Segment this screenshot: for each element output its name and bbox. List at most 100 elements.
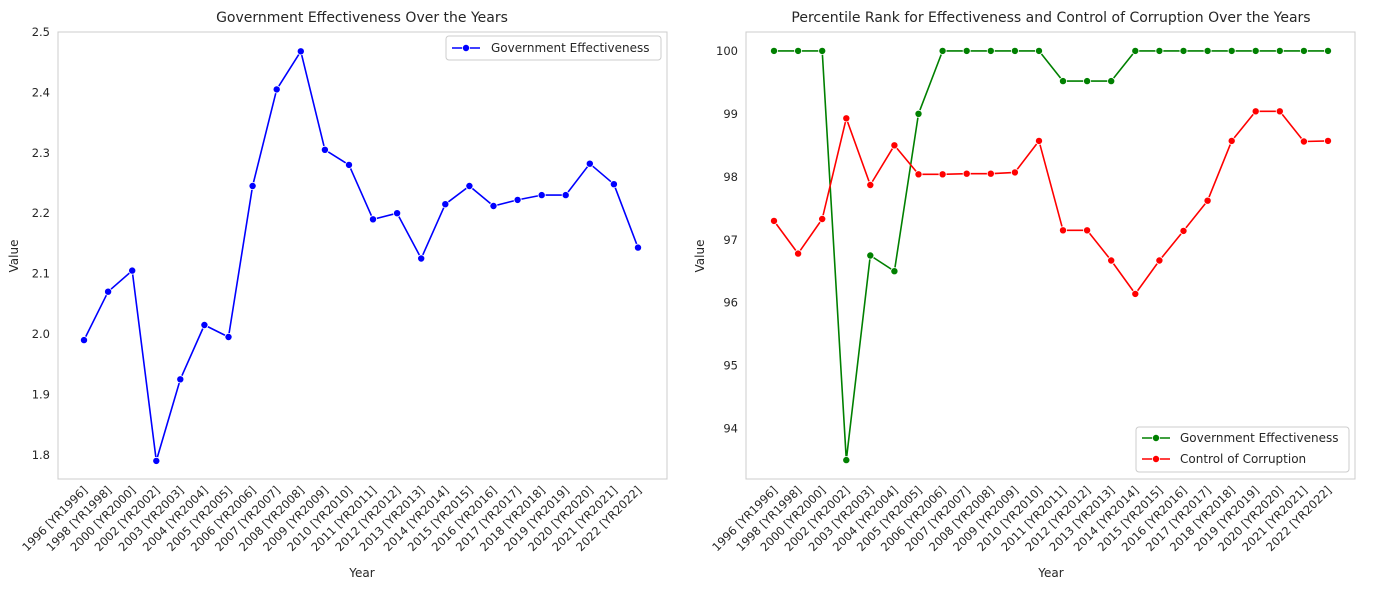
chart-right-series-1-point-2 (818, 214, 827, 223)
chart-left-legend-label-0: Government Effectiveness (491, 41, 650, 55)
chart-left-series-0-point-20 (561, 191, 570, 200)
chart-right-series-1-point-12 (1059, 226, 1068, 235)
chart-right-legend-box (1135, 426, 1350, 473)
chart-right-series-0-point-15 (1131, 46, 1140, 55)
chart-left-series-0-point-2 (128, 266, 137, 275)
chart-left-series-0-point-19 (537, 191, 546, 200)
chart-left: Government Effectiveness Over the Years … (7, 10, 668, 580)
chart-right-series-0-point-18 (1203, 46, 1212, 55)
chart-right-series-1-point-22 (1299, 137, 1308, 146)
chart-right-y-tick-4: 98 (723, 170, 738, 184)
chart-right-y-ticks: 94 95 96 97 98 99 100 (716, 44, 738, 436)
chart-right-series-0-point-5 (890, 267, 899, 276)
chart-left-series-0-line (83, 50, 639, 462)
chart-right-y-tick-6: 100 (716, 44, 738, 58)
chart-right-y-axis-label: Value (693, 240, 707, 273)
chart-right-y-tick-0: 94 (723, 422, 738, 436)
chart-left-series-0-point-18 (513, 195, 522, 204)
chart-right-series-1-point-20 (1251, 107, 1260, 116)
chart-left-series-0-point-23 (634, 243, 643, 252)
chart-right-series (770, 46, 1333, 465)
chart-right-legend-label-0: Government Effectiveness (1180, 431, 1339, 445)
chart-right-series-0-point-23 (1324, 46, 1333, 55)
chart-right-series-1-point-0 (770, 216, 779, 225)
chart-left-y-tick-3: 2.1 (32, 267, 50, 281)
chart-left-series-0-point-3 (152, 456, 161, 465)
chart-right-legend-marker-1 (1152, 454, 1161, 463)
chart-right: Percentile Rank for Effectiveness and Co… (693, 10, 1356, 580)
chart-right-plot-area (745, 31, 1356, 480)
chart-left-series-0-point-15 (441, 200, 450, 209)
chart-right-series-1-point-13 (1083, 226, 1092, 235)
chart-right-series-0-point-22 (1299, 46, 1308, 55)
chart-left-series-0-point-4 (176, 375, 185, 384)
chart-right-series-0-point-7 (938, 46, 947, 55)
chart-left-y-tick-5: 2.3 (32, 146, 50, 160)
chart-left-series-0-point-5 (200, 320, 209, 329)
chart-left-legend-marker-0 (461, 44, 470, 53)
chart-right-series-1-point-1 (794, 249, 803, 258)
chart-left-series-0-point-17 (489, 201, 498, 210)
chart-right-series-0-point-14 (1107, 77, 1116, 86)
chart-right-series-1-point-5 (890, 141, 899, 150)
chart-left-series-0-point-8 (272, 85, 281, 94)
chart-right-series-1-point-3 (842, 114, 851, 123)
chart-right-legend: Government Effectiveness Control of Corr… (1135, 426, 1350, 473)
chart-right-y-tick-2: 96 (723, 296, 738, 310)
chart-left-y-tick-4: 2.2 (32, 206, 50, 220)
chart-right-series-1-point-11 (1035, 136, 1044, 145)
chart-right-series-1-point-14 (1107, 256, 1116, 265)
chart-right-series-0-line (774, 50, 1328, 461)
chart-right-series-0-point-12 (1059, 77, 1068, 86)
chart-right-y-tick-5: 99 (723, 107, 738, 121)
chart-left-y-tick-0: 1.8 (32, 448, 50, 462)
chart-right-series-0-point-10 (1010, 46, 1019, 55)
chart-left-y-tick-1: 1.9 (32, 387, 50, 401)
chart-right-series-0-point-8 (962, 46, 971, 55)
chart-right-legend-label-1: Control of Corruption (1180, 452, 1306, 466)
chart-right-series-0-point-11 (1035, 46, 1044, 55)
chart-right-series-0-point-0 (770, 46, 779, 55)
chart-left-series-0-point-13 (393, 209, 402, 218)
chart-left-series-0-point-1 (104, 287, 113, 296)
chart-left-title: Government Effectiveness Over the Years (216, 10, 508, 26)
chart-left-series-0-point-21 (585, 159, 594, 168)
chart-left-y-ticks: 1.8 1.9 2.0 2.1 2.2 2.3 2.4 2.5 (32, 25, 50, 462)
chart-left-series-0-point-22 (609, 180, 618, 189)
chart-right-series-0-point-2 (818, 46, 827, 55)
chart-right-title: Percentile Rank for Effectiveness and Co… (791, 10, 1310, 26)
chart-left-legend: Government Effectiveness (445, 35, 662, 61)
chart-right-series-0-point-6 (914, 109, 923, 118)
chart-right-series-0-point-13 (1083, 77, 1092, 86)
chart-right-series-1-point-15 (1131, 289, 1140, 298)
chart-right-series-1-line (773, 110, 1329, 295)
chart-right-series-1-point-23 (1324, 136, 1333, 145)
chart-left-series-0-point-6 (224, 332, 233, 341)
chart-left-x-ticks: 1996 [YR1996]1998 [YR1998]2000 [YR2000]2… (19, 483, 644, 554)
chart-right-series-0-point-4 (866, 251, 875, 260)
chart-left-x-axis-label: Year (348, 566, 374, 580)
chart-left-series-0-point-14 (417, 254, 426, 263)
chart-right-series-1-point-7 (938, 170, 947, 179)
chart-left-series (80, 47, 643, 465)
chart-right-series-1-point-19 (1227, 136, 1236, 145)
chart-left-series-0-point-12 (368, 215, 377, 224)
chart-right-x-ticks: 1996 [YR1996]1998 [YR1998]2000 [YR2000]2… (709, 483, 1334, 554)
chart-left-series-0-point-11 (344, 160, 353, 169)
chart-left-y-tick-2: 2.0 (32, 327, 50, 341)
chart-right-series-1-point-6 (914, 170, 923, 179)
chart-right-series-1-point-21 (1275, 107, 1284, 116)
chart-left-series-0-point-0 (80, 336, 89, 345)
chart-right-series-1-point-10 (1010, 168, 1019, 177)
chart-left-legend-box (445, 35, 662, 61)
chart-right-series-1-point-18 (1203, 196, 1212, 205)
chart-right-y-tick-1: 95 (723, 359, 738, 373)
chart-left-series-0-point-10 (320, 145, 329, 154)
chart-left-series-0-point-7 (248, 181, 257, 190)
chart-right-series-1-point-16 (1155, 256, 1164, 265)
chart-right-series-0-point-1 (794, 46, 803, 55)
chart-right-series-0-point-21 (1275, 46, 1284, 55)
chart-right-series-0-point-17 (1179, 46, 1188, 55)
chart-left-y-tick-7: 2.5 (32, 25, 50, 39)
